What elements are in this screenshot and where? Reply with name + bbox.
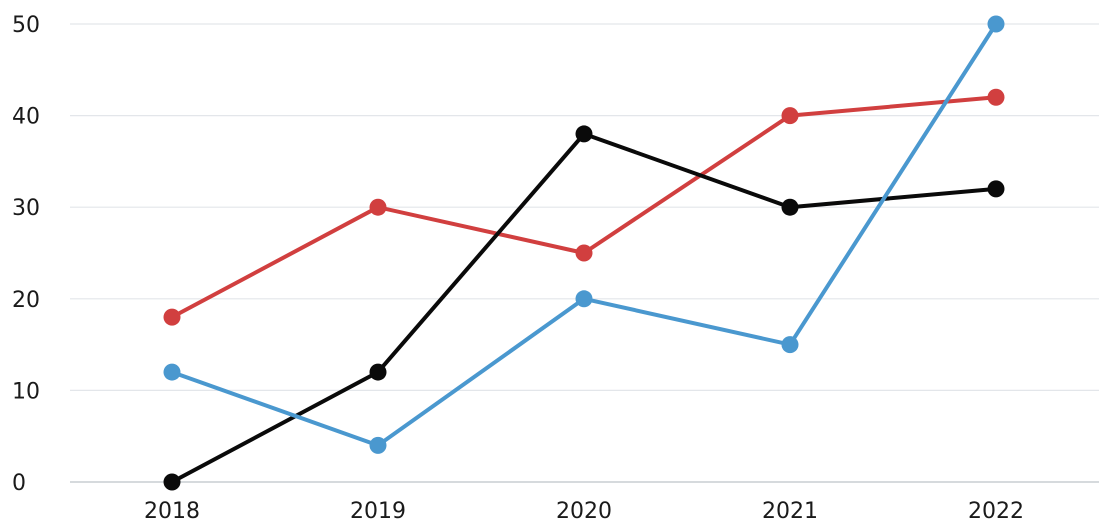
data-point bbox=[369, 363, 387, 381]
data-point bbox=[575, 290, 593, 308]
data-point bbox=[575, 244, 593, 262]
grid-lines bbox=[70, 23, 1099, 391]
x-tick-label: 2019 bbox=[350, 499, 406, 524]
x-tick-label: 2018 bbox=[144, 499, 200, 524]
series-line bbox=[170, 22, 998, 448]
y-axis-tick-labels: 0 10 20 30 40 50 bbox=[12, 13, 40, 496]
y-tick-label: 30 bbox=[12, 196, 40, 221]
data-point bbox=[163, 363, 181, 381]
x-tick-label: 2020 bbox=[556, 499, 612, 524]
data-point bbox=[781, 198, 799, 216]
data-point bbox=[575, 125, 593, 143]
data-point bbox=[163, 473, 181, 491]
data-point bbox=[781, 336, 799, 354]
x-axis-tick-labels: 2018 2019 2020 2021 2022 bbox=[144, 499, 1024, 524]
x-tick-label: 2021 bbox=[762, 499, 818, 524]
x-tick-label: 2022 bbox=[968, 499, 1024, 524]
data-point bbox=[781, 107, 799, 125]
y-tick-label: 40 bbox=[12, 105, 40, 130]
data-point bbox=[987, 88, 1005, 106]
series-line bbox=[170, 131, 998, 484]
data-point bbox=[163, 308, 181, 326]
data-point bbox=[987, 15, 1005, 33]
y-tick-label: 10 bbox=[12, 379, 40, 404]
data-point bbox=[369, 436, 387, 454]
series-1 bbox=[163, 88, 1005, 326]
data-point bbox=[987, 180, 1005, 198]
data-point bbox=[369, 198, 387, 216]
series-group bbox=[163, 15, 1005, 491]
series-2 bbox=[163, 125, 1005, 491]
y-tick-label: 50 bbox=[12, 13, 40, 38]
y-tick-label: 0 bbox=[12, 471, 26, 496]
series-3 bbox=[163, 15, 1005, 454]
y-tick-label: 20 bbox=[12, 288, 40, 313]
